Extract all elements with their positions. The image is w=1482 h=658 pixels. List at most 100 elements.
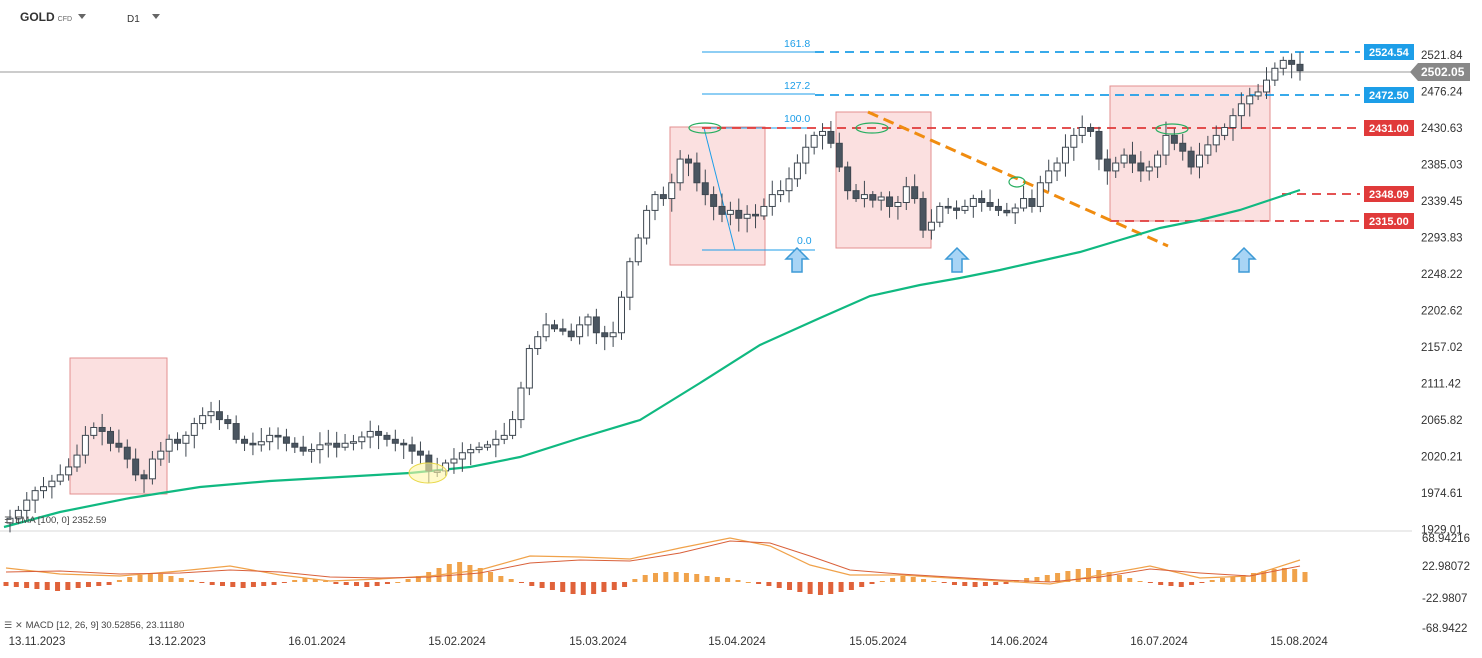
price-tick-label: 2293.83 — [1421, 233, 1463, 245]
candle-down — [291, 442, 299, 448]
macd-histogram-bar — [384, 582, 390, 584]
candle-up — [584, 316, 592, 326]
candle-down — [1103, 158, 1111, 172]
ema-legend[interactable]: ☰ EMA [100, 0] 2352.59 — [4, 515, 106, 526]
date-tick-label: 14.06.2024 — [990, 636, 1048, 648]
candle-up — [1262, 79, 1270, 93]
macd-histogram-bar — [488, 572, 494, 582]
macd-histogram-bar — [395, 582, 401, 583]
macd-signal-line — [5, 540, 1301, 583]
macd-histogram-bar — [85, 582, 91, 587]
candle-down — [408, 444, 416, 452]
trend-line — [867, 110, 1169, 248]
macd-histogram-bar — [1302, 572, 1308, 582]
candle-down — [299, 446, 307, 452]
macd-histogram-bar — [653, 573, 658, 582]
macd-histogram-bar — [147, 573, 153, 582]
macd-histogram-bar — [982, 582, 988, 586]
macd-histogram-bar — [869, 582, 875, 584]
macd-histogram-bar — [271, 582, 277, 585]
candle-up — [961, 205, 969, 211]
fib-price-tag-bg — [1364, 87, 1414, 103]
timeframe-label[interactable]: D1 — [127, 14, 140, 25]
candle-down — [735, 209, 743, 219]
symbol-dropdown-icon[interactable] — [78, 14, 86, 19]
macd-legend[interactable]: ☰ ✕ MACD [12, 26, 9] 30.52856, 23.11180 — [4, 620, 184, 631]
macd-histogram-bar — [281, 582, 287, 583]
macd-histogram-bar — [1281, 568, 1287, 582]
candle-down — [400, 442, 408, 446]
macd-histogram-bar — [116, 580, 122, 582]
macd-histogram-bar — [1158, 582, 1164, 585]
macd-histogram-bar — [333, 582, 339, 584]
price-tick-label: 1974.61 — [1421, 488, 1463, 500]
candle-down — [944, 205, 952, 209]
macd-histogram-bar — [1250, 573, 1256, 582]
macd-histogram-bar — [168, 576, 174, 582]
macd-histogram-bar — [106, 582, 112, 585]
candle-up — [1061, 146, 1069, 164]
price-tick-label: 2430.63 — [1421, 123, 1463, 135]
level-price-tag-bg — [1364, 186, 1414, 202]
candle-down — [375, 430, 383, 436]
candle-up — [65, 466, 73, 476]
candle-up — [969, 198, 977, 207]
price-tick-label: 1929.01 — [1421, 525, 1463, 537]
candle-up — [1212, 134, 1220, 146]
candle-up — [785, 178, 793, 192]
candle-up — [743, 213, 751, 219]
candle-up — [509, 419, 517, 436]
macd-histogram-bar — [250, 582, 256, 587]
close-icon[interactable]: ✕ — [15, 620, 23, 630]
candle-down — [1028, 198, 1036, 207]
macd-histogram-bar — [13, 582, 19, 587]
settings-icon[interactable]: ☰ — [4, 515, 13, 525]
candle-up — [157, 450, 165, 460]
macd-histogram-bar — [1106, 572, 1112, 582]
macd-histogram-bar — [848, 582, 854, 590]
candle-down — [844, 166, 852, 192]
macd-histogram-bar — [240, 582, 246, 588]
candle-down — [953, 207, 961, 211]
macd-histogram-bar — [75, 582, 81, 588]
fib-price-tag: 2524.54 — [1369, 47, 1410, 59]
settings-icon[interactable]: ☰ — [4, 620, 13, 630]
candle-up — [23, 499, 31, 511]
candle-up — [726, 209, 734, 215]
candle-up — [1254, 91, 1262, 97]
macd-histogram-bar — [1240, 575, 1246, 582]
macd-histogram-bar — [44, 582, 50, 590]
macd-histogram-bar — [364, 582, 370, 587]
highlight-ellipse — [688, 122, 722, 134]
macd-histogram-bar — [96, 582, 102, 586]
candle-up — [308, 449, 316, 452]
level-price-tag: 2431.00 — [1369, 123, 1409, 135]
macd-histogram-bar — [663, 572, 669, 582]
candle-down — [1187, 150, 1195, 168]
macd-histogram-bar — [374, 582, 380, 586]
macd-histogram-bar — [189, 580, 195, 582]
macd-histogram-bar — [405, 579, 411, 582]
candle-up — [48, 480, 56, 488]
candle-up — [1154, 154, 1162, 168]
macd-histogram-bar — [642, 575, 648, 582]
macd-histogram-bar — [756, 582, 762, 584]
macd-histogram-bar — [1199, 582, 1205, 583]
candle-up — [1112, 162, 1120, 172]
fib-level-label: 100.0 — [784, 113, 810, 125]
symbol-label[interactable]: GOLD CFD — [20, 10, 72, 24]
macd-tick-label: 22.98072 — [1422, 561, 1470, 573]
highlight-ellipse — [1155, 123, 1189, 135]
date-tick-label: 15.03.2024 — [569, 636, 627, 648]
candle-up — [458, 452, 466, 460]
macd-histogram-bar — [1261, 571, 1267, 582]
candle-down — [282, 436, 290, 444]
candle-up — [90, 426, 98, 436]
candle-down — [1296, 63, 1304, 72]
macd-histogram-bar — [941, 582, 947, 583]
candle-down — [601, 332, 609, 338]
level-price-tag: 2315.00 — [1369, 216, 1409, 228]
timeframe-dropdown-icon[interactable] — [152, 14, 160, 19]
candle-up — [927, 221, 935, 231]
